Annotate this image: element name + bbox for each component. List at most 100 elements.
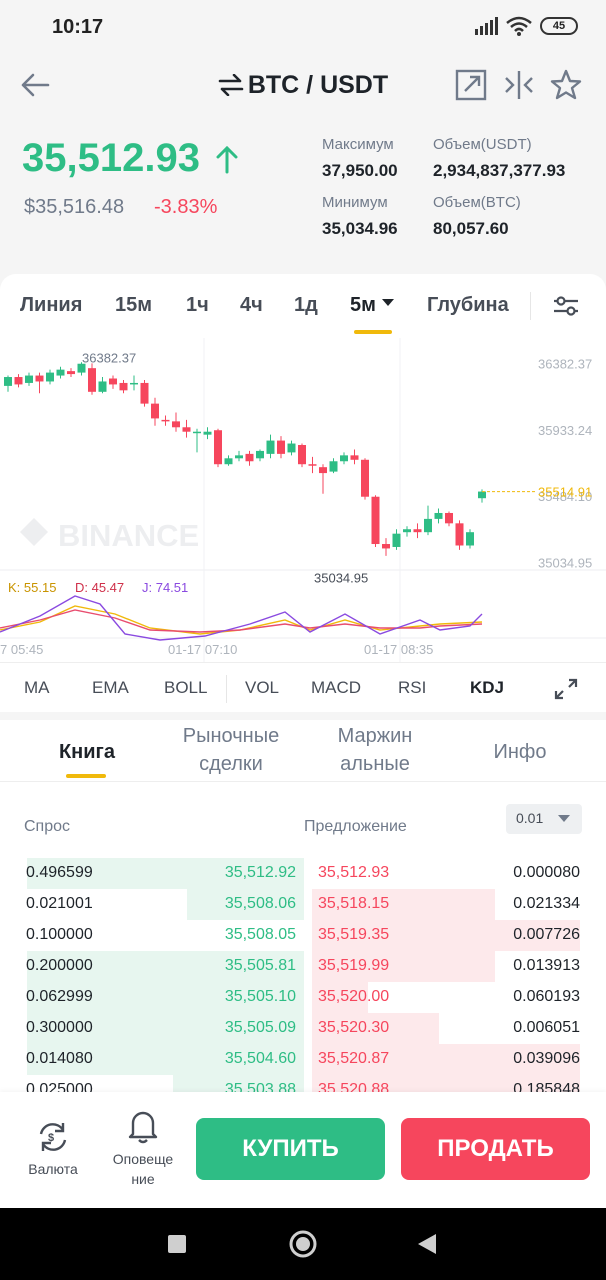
order-book-row[interactable]: 0.062999 35,505.10 35,520.00 0.060193 <box>0 982 606 1013</box>
battery-icon: 45 <box>540 17 578 35</box>
candle <box>151 403 159 419</box>
bid-price: 35,508.05 <box>224 926 296 943</box>
bid-price: 35,512.92 <box>224 864 296 881</box>
ask-quantity: 0.006051 <box>513 1019 580 1036</box>
tab-4h[interactable]: 4ч <box>240 294 263 316</box>
candlestick-chart[interactable]: BINANCE 36382.37 35933.24 35484.10 35034.95… <box>0 338 606 662</box>
bid-quantity: 0.062999 <box>26 988 93 1005</box>
tab-margin-line2: альные <box>340 753 410 775</box>
candle <box>203 431 212 435</box>
buy-button[interactable]: КУПИТЬ <box>196 1118 385 1180</box>
x-tick-2: 01-17 07:10 <box>168 642 237 657</box>
indicator-tabs: MA EMA BOLL VOL MACD RSI KDJ <box>0 662 606 712</box>
ask-depth-bar <box>312 889 496 920</box>
currency-button[interactable]: $ Валюта <box>18 1120 88 1179</box>
order-book-row[interactable]: 0.300000 35,505.09 35,520.30 0.006051 <box>0 1013 606 1044</box>
tab-margin[interactable]: Маржин альные <box>314 722 436 778</box>
tab-market-trades-line2: сделки <box>199 753 263 775</box>
usd-price: $35,516.48 <box>24 196 125 218</box>
candle <box>182 427 191 432</box>
stat-vol-btc-value: 80,057.60 <box>433 219 509 238</box>
svg-text:$: $ <box>48 1132 54 1144</box>
last-price: 35,512.93 <box>22 136 200 180</box>
tab-info[interactable]: Инфо <box>470 738 570 766</box>
bid-price: 35,503.88 <box>224 1081 296 1092</box>
star-icon[interactable] <box>549 68 583 102</box>
chart-settings-icon[interactable] <box>552 294 580 318</box>
recent-apps-icon[interactable] <box>167 1234 187 1254</box>
bid-quantity: 0.025000 <box>26 1081 93 1092</box>
candle <box>161 419 170 422</box>
pair-title[interactable]: BTC / USDT <box>0 71 606 100</box>
tab-1h[interactable]: 1ч <box>186 294 209 316</box>
ask-header: Предложение <box>304 818 407 835</box>
candle <box>140 382 149 404</box>
candle <box>130 382 138 385</box>
order-book-row[interactable]: 0.025000 35,503.88 35,520.88 0.185848 <box>0 1075 606 1092</box>
bid-header: Спрос <box>24 818 71 835</box>
ask-price: 35,520.87 <box>318 1050 390 1067</box>
candle <box>109 378 117 385</box>
ask-depth-bar <box>312 951 496 982</box>
candle <box>4 377 12 386</box>
indicator-rsi[interactable]: RSI <box>398 678 427 697</box>
tab-15m[interactable]: 15м <box>115 294 153 316</box>
change-percent: -3.83% <box>154 196 218 218</box>
bid-depth-bar <box>172 1075 304 1092</box>
bid-quantity: 0.021001 <box>26 895 93 912</box>
ask-quantity: 0.060193 <box>513 988 580 1005</box>
indicator-kdj[interactable]: KDJ <box>470 678 505 697</box>
indicator-ema[interactable]: EMA <box>92 678 129 697</box>
sell-button[interactable]: ПРОДАТЬ <box>401 1118 590 1180</box>
currency-label: Валюта <box>28 1161 78 1177</box>
candle <box>329 461 338 472</box>
indicator-ma[interactable]: MA <box>24 678 50 697</box>
home-icon[interactable] <box>288 1229 318 1259</box>
caret-down-icon <box>558 815 570 822</box>
candle <box>308 464 317 466</box>
compare-icon[interactable] <box>502 68 536 102</box>
candle <box>46 372 54 382</box>
back-icon[interactable] <box>416 1232 438 1256</box>
up-arrow-icon <box>216 145 238 174</box>
bid-depth-bar <box>26 982 304 1013</box>
candle <box>14 377 23 385</box>
tab-1d[interactable]: 1д <box>294 294 318 316</box>
order-book-row[interactable]: 0.200000 35,505.81 35,519.99 0.013913 <box>0 951 606 982</box>
alert-button[interactable]: Оповеще ние <box>104 1108 182 1189</box>
ask-price: 35,520.30 <box>318 1019 390 1036</box>
order-book-row[interactable]: 0.100000 35,508.05 35,519.35 0.007726 <box>0 920 606 951</box>
candle <box>214 430 222 465</box>
ask-price: 35,519.99 <box>318 957 390 974</box>
candle <box>266 440 275 454</box>
candle <box>434 512 443 519</box>
y-tick-label: 35484.10 <box>538 489 592 504</box>
candle <box>403 529 411 533</box>
tab-book[interactable]: Книга <box>36 738 138 766</box>
back-arrow-icon[interactable] <box>18 68 52 102</box>
tab-5m[interactable]: 5м <box>350 294 395 317</box>
order-book-row[interactable]: 0.496599 35,512.92 35,512.93 0.000080 <box>0 858 606 889</box>
precision-select[interactable]: 0.01 <box>506 804 582 834</box>
bid-quantity: 0.200000 <box>26 957 93 974</box>
candle <box>88 368 96 392</box>
indicator-vol[interactable]: VOL <box>245 678 280 697</box>
tab-market-trades[interactable]: Рыночные сделки <box>160 722 302 778</box>
indicator-boll[interactable]: BOLL <box>164 678 208 697</box>
share-icon[interactable] <box>454 68 488 102</box>
bid-quantity: 0.496599 <box>26 864 93 881</box>
candle <box>478 491 486 499</box>
bid-price: 35,505.09 <box>224 1019 296 1036</box>
indicator-macd[interactable]: MACD <box>311 678 362 697</box>
tab-depth[interactable]: Глубина <box>427 294 509 316</box>
y-tick-label: 36382.37 <box>538 356 592 371</box>
ask-depth-bar <box>312 1044 580 1075</box>
tab-line[interactable]: Линия <box>20 294 83 316</box>
candle <box>193 431 201 434</box>
fullscreen-icon[interactable] <box>553 677 579 701</box>
order-book-row[interactable]: 0.014080 35,504.60 35,520.87 0.039096 <box>0 1044 606 1075</box>
bid-depth-bar <box>187 889 304 920</box>
stat-vol-usdt-value: 2,934,837,377.93 <box>433 161 566 180</box>
candle <box>424 518 432 533</box>
order-book-row[interactable]: 0.021001 35,508.06 35,518.15 0.021334 <box>0 889 606 920</box>
